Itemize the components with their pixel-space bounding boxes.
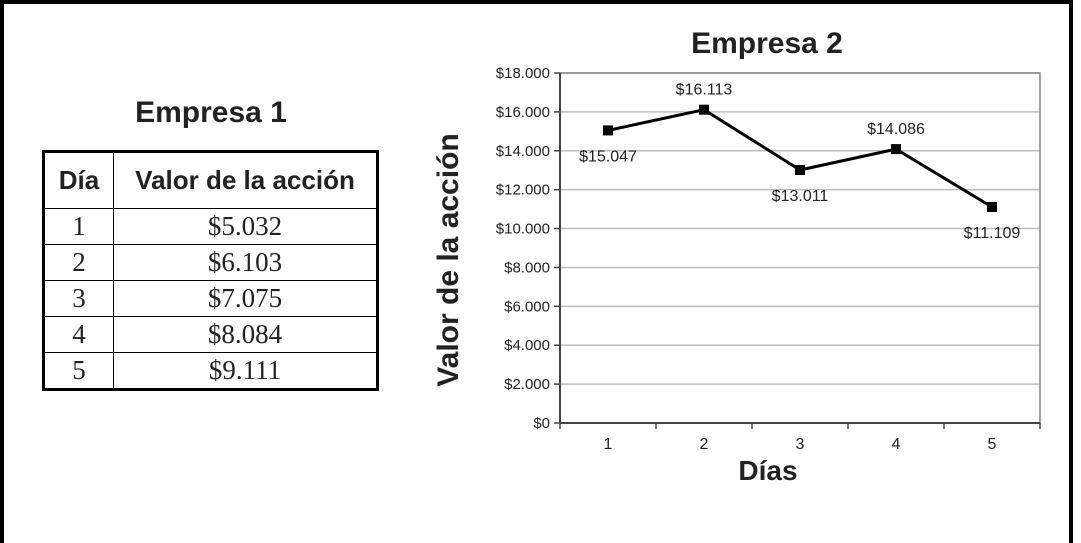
- cell-dia: 5: [43, 352, 114, 390]
- x-tick-label: 3: [796, 436, 805, 453]
- y-tick-label: $12.000: [496, 182, 550, 199]
- x-tick-label: 2: [700, 436, 709, 453]
- data-label: $11.109: [964, 225, 1021, 242]
- y-tick-label: $0: [533, 415, 550, 432]
- header-dia: Día: [43, 151, 114, 209]
- chart-title: Empresa 2: [691, 27, 843, 60]
- data-table: Día Valor de la acción 1 $5.032 2 $6.103…: [42, 150, 379, 391]
- cell-dia: 4: [43, 316, 114, 353]
- data-label: $13.011: [772, 188, 829, 205]
- cell-dia: 2: [43, 244, 114, 281]
- cell-valor: $5.032: [113, 208, 378, 245]
- data-point: [987, 201, 997, 212]
- header-valor: Valor de la acción: [113, 151, 378, 209]
- x-axis-title: Días: [738, 455, 797, 486]
- y-tick-label: $18.000: [496, 65, 550, 82]
- table-row: 4 $8.084: [43, 316, 378, 353]
- table-row: 5 $9.111: [43, 352, 378, 390]
- line-chart: $0 $2.000 $4.000 $6.000 $8.000 $10.000 $12.000…: [432, 27, 1041, 486]
- cell-valor: $6.103: [113, 244, 378, 281]
- y-tick-label: $2.000: [504, 376, 550, 393]
- cell-dia: 1: [43, 208, 114, 245]
- data-point: [699, 104, 709, 115]
- x-tick-label: 1: [604, 436, 613, 453]
- y-tick-label: $10.000: [496, 221, 550, 238]
- y-axis-title: Valor de la acción: [432, 133, 465, 386]
- data-label: $14.086: [867, 121, 925, 138]
- cell-valor: $9.111: [113, 352, 378, 390]
- table-row: 3 $7.075: [43, 280, 378, 317]
- data-point: [795, 165, 805, 176]
- table-row: 2 $6.103: [43, 244, 378, 281]
- y-tick-label: $14.000: [496, 143, 550, 160]
- data-label: $15.047: [579, 148, 637, 165]
- table-header-row: Día Valor de la acción: [43, 151, 378, 209]
- x-tick-label: 4: [892, 436, 901, 453]
- y-tick-label: $6.000: [504, 298, 550, 315]
- y-tick-label: $16.000: [496, 104, 550, 121]
- cell-dia: 3: [43, 280, 114, 317]
- data-point: [891, 144, 901, 155]
- table-row: 1 $5.032: [43, 208, 378, 245]
- y-tick-label: $8.000: [504, 259, 550, 276]
- cell-valor: $7.075: [113, 280, 378, 317]
- data-label: $16.113: [676, 82, 733, 99]
- data-point: [603, 125, 613, 136]
- table-title: Empresa 1: [135, 96, 287, 129]
- x-tick-label: 5: [988, 436, 997, 453]
- cell-valor: $8.084: [113, 316, 378, 353]
- y-tick-label: $4.000: [504, 337, 550, 354]
